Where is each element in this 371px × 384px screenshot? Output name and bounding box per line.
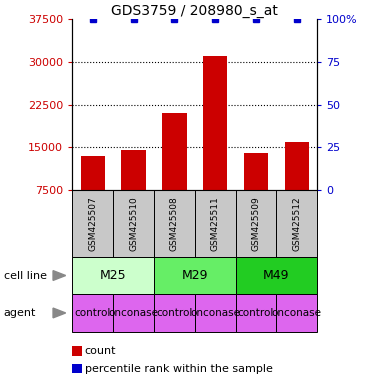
- Bar: [72, 190, 113, 257]
- Bar: [72, 346, 82, 356]
- Bar: [154, 257, 236, 294]
- Bar: [72, 257, 154, 294]
- Bar: [276, 294, 317, 332]
- Text: GSM425509: GSM425509: [252, 196, 260, 251]
- Text: control: control: [238, 308, 274, 318]
- Bar: [113, 294, 154, 332]
- Bar: [285, 142, 309, 233]
- Text: control: control: [75, 308, 111, 318]
- Bar: [195, 294, 236, 332]
- Text: onconase: onconase: [272, 308, 322, 318]
- Bar: [244, 153, 268, 233]
- Polygon shape: [53, 308, 66, 318]
- Bar: [236, 294, 276, 332]
- Text: M29: M29: [181, 269, 208, 282]
- Text: GSM425507: GSM425507: [88, 196, 97, 251]
- Bar: [72, 364, 82, 373]
- Text: GSM425512: GSM425512: [292, 196, 301, 251]
- Text: GSM425511: GSM425511: [211, 196, 220, 251]
- Bar: [162, 113, 187, 233]
- Text: onconase: onconase: [190, 308, 240, 318]
- Text: M49: M49: [263, 269, 290, 282]
- Text: agent: agent: [4, 308, 36, 318]
- Bar: [113, 190, 154, 257]
- Text: cell line: cell line: [4, 270, 47, 281]
- Text: GSM425508: GSM425508: [170, 196, 179, 251]
- Bar: [154, 294, 195, 332]
- Polygon shape: [53, 271, 66, 280]
- Bar: [81, 156, 105, 233]
- Bar: [236, 190, 276, 257]
- Bar: [72, 294, 113, 332]
- Bar: [203, 56, 227, 233]
- Text: GSM425510: GSM425510: [129, 196, 138, 251]
- Text: M25: M25: [100, 269, 127, 282]
- Text: percentile rank within the sample: percentile rank within the sample: [85, 364, 272, 374]
- Text: control: control: [156, 308, 193, 318]
- Text: count: count: [85, 346, 116, 356]
- Bar: [276, 190, 317, 257]
- Bar: [121, 150, 146, 233]
- Title: GDS3759 / 208980_s_at: GDS3759 / 208980_s_at: [111, 4, 278, 18]
- Bar: [195, 190, 236, 257]
- Bar: [154, 190, 195, 257]
- Text: onconase: onconase: [109, 308, 158, 318]
- Bar: [236, 257, 317, 294]
